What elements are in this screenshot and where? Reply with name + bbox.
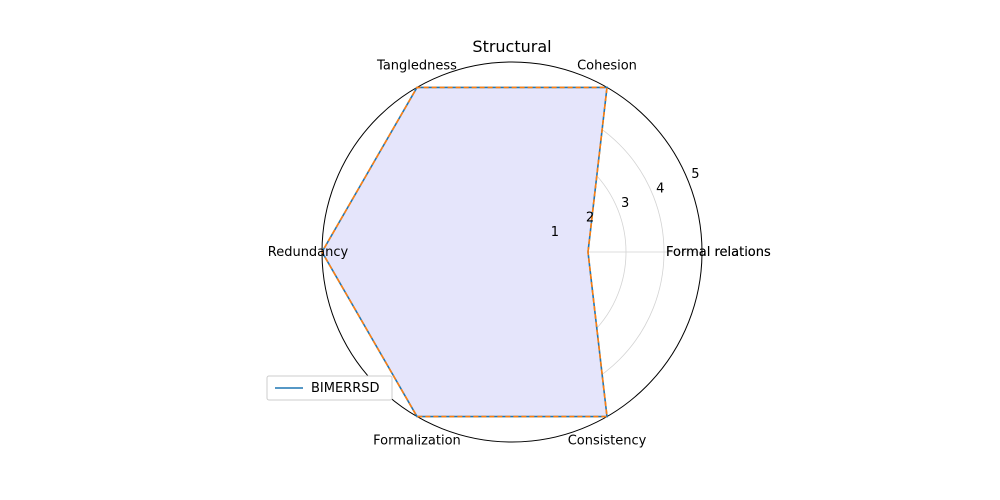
category-label: Redundancy [268,245,349,260]
series-layer [321,86,608,418]
category-label: Formal relations [666,245,771,260]
category-label: Cohesion [577,58,637,73]
category-label: Tangledness [376,58,457,73]
r-tick-label: 3 [621,196,629,211]
r-tick-label: 1 [551,225,559,240]
tick-layer: 1 2 3 4 5 [551,167,700,240]
chart-title: Structural [472,37,551,56]
category-label-duplicate: Formal relations [666,245,771,260]
r-tick-label: 2 [586,210,594,225]
r-tick-label: 5 [691,167,699,182]
label-layer: Formal relations Cohesion Tangledness Redun… [268,58,771,448]
category-label: Consistency [568,434,647,449]
area-fill [322,87,607,417]
legend-box [266,375,393,401]
legend: BIMERRSD [266,375,393,401]
legend-label: BIMERRSD [311,381,380,396]
category-label: Formalization [373,434,461,449]
fill-layer [322,87,607,417]
r-tick-label: 4 [656,181,664,196]
series-line-2 [321,86,608,418]
